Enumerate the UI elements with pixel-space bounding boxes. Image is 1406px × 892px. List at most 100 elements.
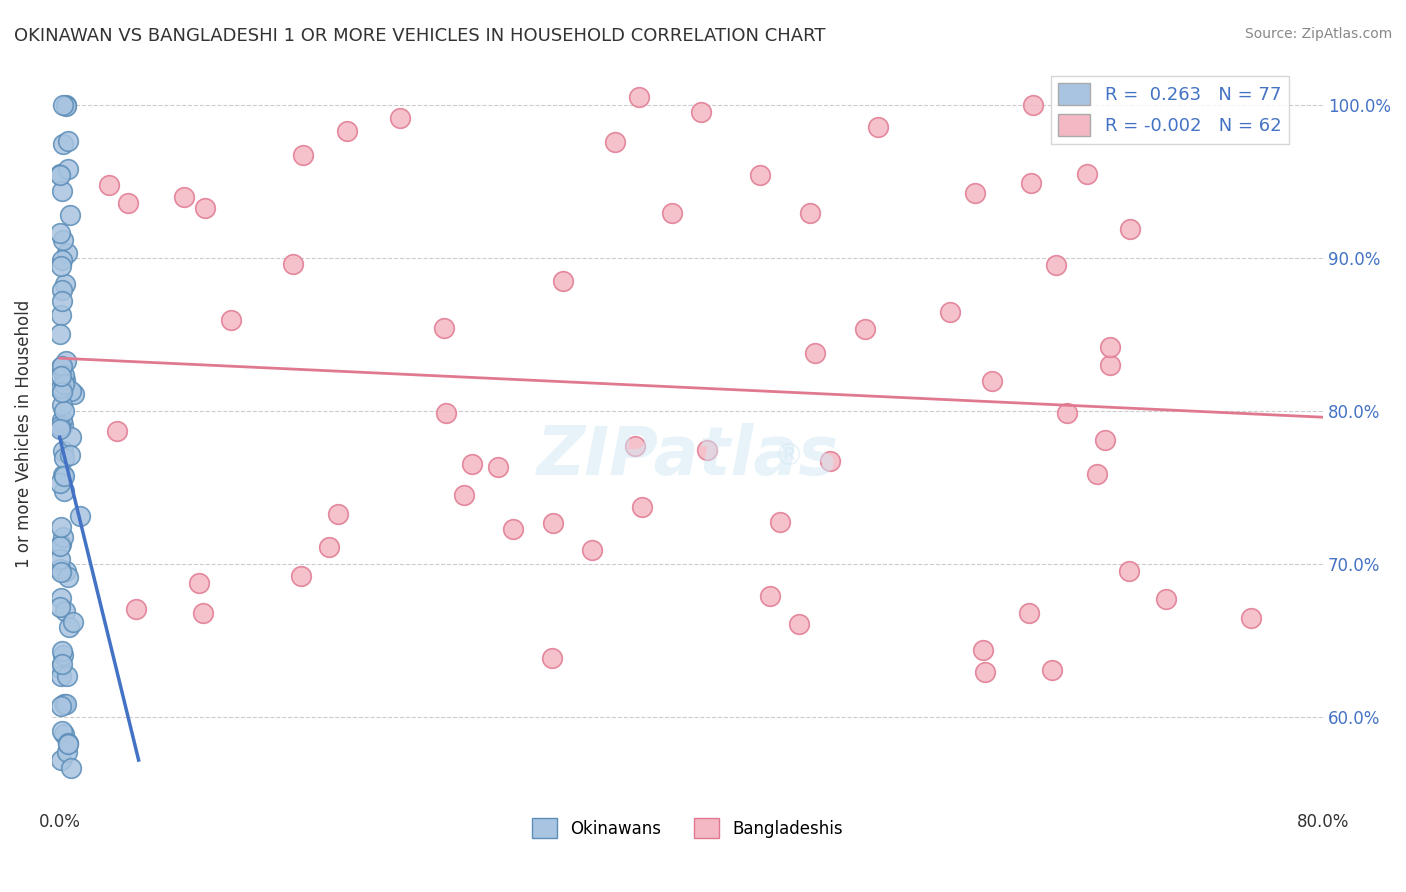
Point bbox=[868, 120, 890, 134]
Point bbox=[661, 206, 683, 220]
Point bbox=[49, 476, 72, 491]
Point bbox=[51, 724, 73, 739]
Point bbox=[51, 284, 73, 298]
Point bbox=[55, 564, 77, 578]
Point bbox=[1087, 467, 1109, 482]
Point bbox=[318, 541, 340, 555]
Legend: Okinawans, Bangladeshis: Okinawans, Bangladeshis bbox=[524, 812, 849, 845]
Point bbox=[1094, 434, 1116, 448]
Point bbox=[53, 277, 76, 291]
Point bbox=[1119, 222, 1142, 236]
Point bbox=[965, 186, 987, 200]
Point bbox=[56, 135, 79, 149]
Point bbox=[49, 539, 72, 553]
Point bbox=[59, 208, 82, 222]
Point bbox=[49, 562, 72, 576]
Point bbox=[194, 201, 217, 215]
Point bbox=[60, 430, 83, 444]
Point bbox=[53, 368, 76, 382]
Point bbox=[603, 135, 626, 149]
Point bbox=[52, 444, 75, 458]
Point bbox=[173, 190, 195, 204]
Point bbox=[56, 745, 79, 759]
Point bbox=[59, 761, 82, 775]
Point bbox=[53, 373, 76, 387]
Point bbox=[628, 89, 651, 103]
Point bbox=[51, 384, 73, 399]
Point bbox=[49, 661, 72, 675]
Point bbox=[51, 537, 73, 551]
Point bbox=[1076, 168, 1098, 182]
Point bbox=[51, 398, 73, 412]
Point bbox=[63, 387, 86, 401]
Point bbox=[52, 530, 75, 544]
Point bbox=[804, 346, 827, 360]
Point bbox=[799, 206, 821, 220]
Point bbox=[461, 458, 484, 472]
Point bbox=[53, 468, 76, 483]
Point bbox=[49, 552, 72, 566]
Point bbox=[49, 599, 72, 614]
Y-axis label: 1 or more Vehicles in Household: 1 or more Vehicles in Household bbox=[15, 300, 32, 568]
Point bbox=[221, 313, 243, 327]
Point bbox=[630, 500, 652, 515]
Point bbox=[1018, 606, 1040, 620]
Point bbox=[59, 448, 82, 462]
Point bbox=[52, 648, 75, 662]
Point bbox=[820, 454, 842, 468]
Text: Source: ZipAtlas.com: Source: ZipAtlas.com bbox=[1244, 27, 1392, 41]
Point bbox=[689, 104, 711, 119]
Point bbox=[1118, 564, 1140, 578]
Point bbox=[55, 99, 77, 113]
Point bbox=[193, 607, 215, 621]
Point bbox=[49, 227, 72, 241]
Point bbox=[1045, 258, 1067, 272]
Point bbox=[1019, 176, 1042, 190]
Point bbox=[787, 617, 810, 632]
Point bbox=[51, 253, 73, 268]
Point bbox=[56, 736, 79, 750]
Point bbox=[939, 305, 962, 319]
Text: ZIPatlas: ZIPatlas bbox=[537, 424, 838, 490]
Point bbox=[56, 161, 79, 176]
Point bbox=[58, 620, 80, 634]
Point bbox=[105, 424, 128, 438]
Point bbox=[453, 488, 475, 502]
Point bbox=[433, 321, 456, 335]
Point bbox=[543, 516, 565, 530]
Point bbox=[49, 669, 72, 683]
Point bbox=[336, 124, 359, 138]
Point bbox=[51, 413, 73, 427]
Point bbox=[53, 451, 76, 466]
Point bbox=[55, 354, 77, 368]
Point bbox=[59, 384, 82, 398]
Point bbox=[52, 376, 75, 391]
Point bbox=[49, 422, 72, 436]
Point bbox=[51, 259, 73, 273]
Point bbox=[758, 589, 780, 603]
Point bbox=[49, 519, 72, 533]
Point bbox=[51, 293, 73, 308]
Point bbox=[1240, 611, 1263, 625]
Point bbox=[56, 738, 79, 752]
Point bbox=[49, 381, 72, 395]
Point bbox=[290, 569, 312, 583]
Point bbox=[769, 516, 792, 530]
Point bbox=[328, 508, 350, 522]
Point bbox=[981, 375, 1004, 389]
Point bbox=[51, 308, 73, 322]
Point bbox=[1040, 663, 1063, 677]
Point bbox=[53, 483, 76, 498]
Point bbox=[49, 418, 72, 433]
Point bbox=[97, 178, 120, 193]
Point bbox=[62, 615, 84, 629]
Point bbox=[48, 382, 70, 396]
Point bbox=[49, 327, 72, 342]
Point bbox=[486, 459, 509, 474]
Point bbox=[53, 604, 76, 618]
Point bbox=[291, 147, 314, 161]
Point bbox=[188, 576, 211, 591]
Point bbox=[52, 417, 75, 432]
Point bbox=[389, 112, 412, 126]
Point bbox=[52, 467, 75, 482]
